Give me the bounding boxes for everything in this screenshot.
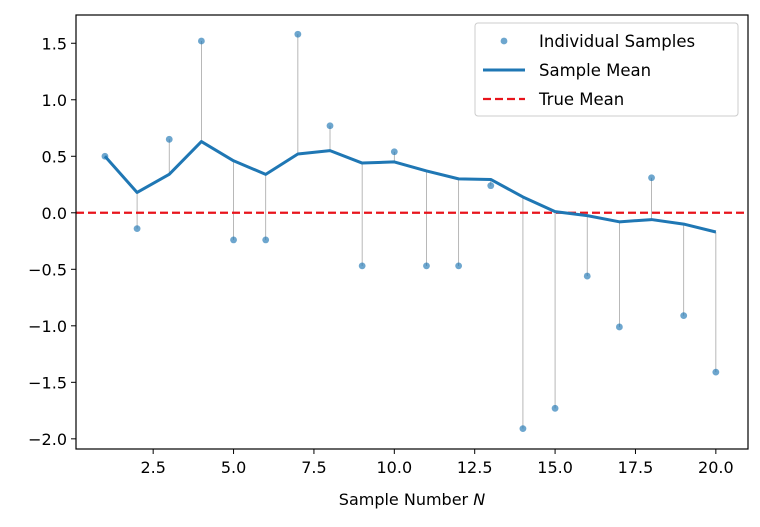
sample-point: [390, 148, 398, 156]
y-tick-label: 1.0: [42, 91, 67, 110]
y-tick-label: 0.0: [42, 204, 67, 223]
x-axis: 2.5 5.0 7.5 10.0 12.5 15.0 17.5 20.0: [140, 449, 734, 477]
residual-lines: [136, 34, 717, 429]
sample-point: [262, 236, 270, 244]
y-tick-label: 1.5: [42, 34, 67, 53]
sample-point: [648, 174, 655, 182]
x-tick-label: 12.5: [457, 458, 493, 477]
sample-mean-line: [103, 140, 717, 234]
x-tick-label: 15.0: [537, 458, 573, 477]
legend-marker-individual-samples: [500, 37, 508, 45]
legend-label-true-mean: True Mean: [538, 90, 624, 109]
sample-point: [197, 37, 205, 45]
sample-point: [423, 262, 430, 270]
x-tick-label: 5.0: [221, 458, 246, 477]
y-axis: 1.5 1.0 0.5 0.0 −0.5 −1.0 −1.5 −2.0: [28, 34, 76, 449]
sample-point: [358, 262, 366, 270]
y-tick-label: 0.5: [42, 147, 67, 166]
individual-samples-series: [101, 30, 720, 433]
x-tick-label: 20.0: [698, 458, 734, 477]
x-tick-label: 10.0: [377, 458, 413, 477]
sample-point: [487, 182, 495, 190]
sample-point: [615, 323, 623, 331]
x-tick-label: 17.5: [618, 458, 654, 477]
sample-point: [230, 236, 237, 244]
legend-label-sample-mean: Sample Mean: [539, 61, 651, 80]
y-tick-label: −0.5: [28, 260, 67, 279]
sample-point: [583, 272, 591, 280]
legend-box: [474, 22, 739, 117]
legend-label-individual-samples: Individual Samples: [539, 32, 695, 51]
sample-point: [294, 30, 302, 38]
sample-point: [712, 368, 720, 376]
x-tick-label: 7.5: [301, 458, 326, 477]
y-tick-label: −1.5: [28, 373, 67, 392]
sample-point: [455, 262, 463, 270]
y-tick-label: −2.0: [28, 430, 67, 449]
sample-point: [551, 404, 559, 412]
sample-point: [326, 122, 334, 130]
sample-point: [101, 152, 109, 160]
sample-point: [680, 312, 688, 320]
x-tick-label: 2.5: [140, 458, 165, 477]
x-axis-label: Sample Number N: [339, 490, 485, 509]
plot-frame: [75, 14, 749, 450]
sample-point: [133, 225, 141, 233]
sample-point: [165, 135, 173, 143]
legend: Individual Samples Sample Mean True Mean: [474, 22, 739, 117]
sample-point: [519, 425, 527, 433]
y-tick-label: −1.0: [28, 317, 67, 336]
sample-mean-series: [103, 140, 717, 234]
